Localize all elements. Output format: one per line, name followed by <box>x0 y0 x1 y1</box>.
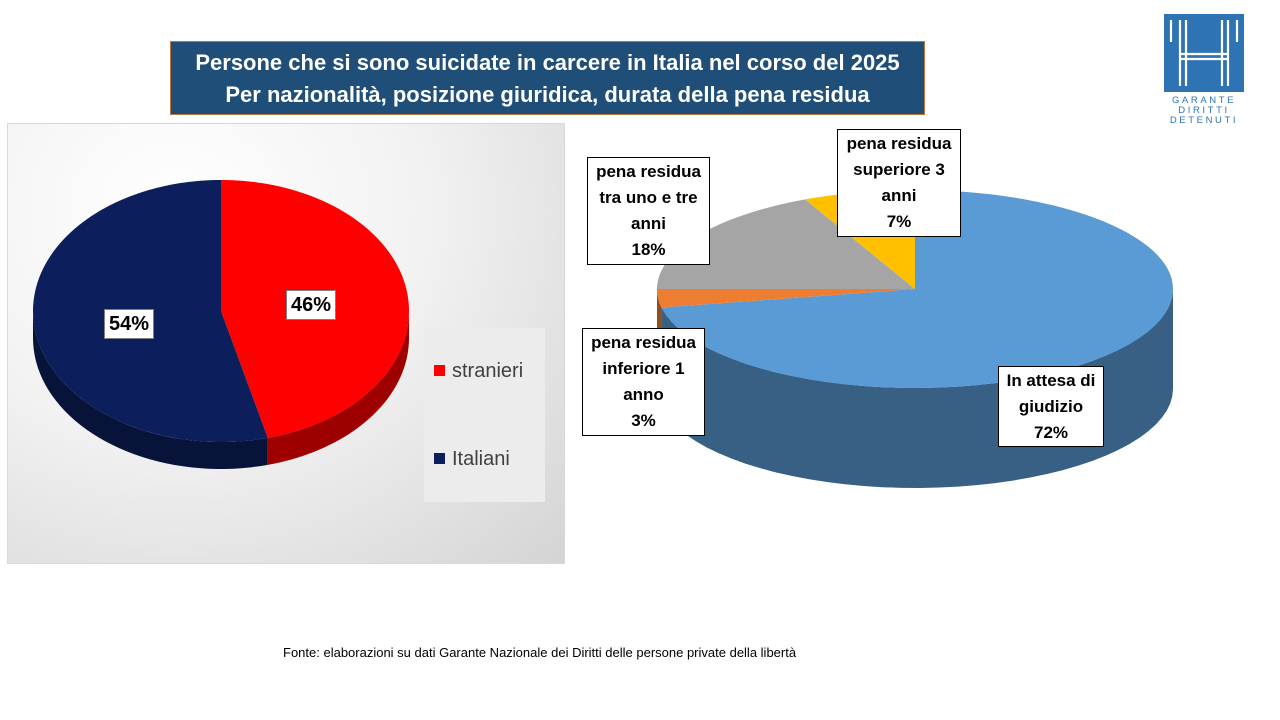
garante-logo-icon <box>1164 14 1244 92</box>
legend-swatch-italiani <box>434 453 445 464</box>
data-label-superiore-3: pena residua superiore 3 anni 7% <box>837 129 961 237</box>
title-line-2: Per nazionalità, posizione giuridica, du… <box>225 82 870 107</box>
legend-item-italiani: Italiani <box>434 448 510 471</box>
nationality-pie <box>33 180 409 469</box>
chart-title: Persone che si sono suicidate in carcere… <box>170 41 925 115</box>
data-label-tra-uno-e-tre: pena residua tra uno e tre anni 18% <box>587 157 710 265</box>
chart-legend: stranieri Italiani <box>424 328 545 502</box>
logo-text-2: DIRITTI <box>1178 105 1230 116</box>
source-note: Fonte: elaborazioni su dati Garante Nazi… <box>283 645 797 660</box>
legend-label-stranieri: stranieri <box>452 360 524 382</box>
slice-tra-uno-e-tre <box>657 199 915 289</box>
data-label-italiani: 54% <box>104 309 155 339</box>
legend-item-stranieri: stranieri <box>434 360 523 383</box>
slice-italiani-side <box>33 311 268 469</box>
legend-label-italiani: Italiani <box>452 448 510 470</box>
data-label-stranieri: 46% <box>286 290 337 320</box>
legend-swatch-stranieri <box>434 365 445 376</box>
logo-text-3: DETENUTI <box>1169 115 1239 126</box>
title-line-1: Persone che si sono suicidate in carcere… <box>195 50 900 75</box>
logo-text-1: GARANTE <box>1171 95 1237 106</box>
data-label-inferiore-1-anno: pena residua inferiore 1 anno 3% <box>582 328 705 436</box>
slice-stranieri-side <box>267 311 409 465</box>
data-label-in-attesa: In attesa di giudizio 72% <box>998 366 1104 447</box>
slice-in-attesa <box>661 190 1173 388</box>
slice-inferiore-1-anno <box>657 289 915 308</box>
